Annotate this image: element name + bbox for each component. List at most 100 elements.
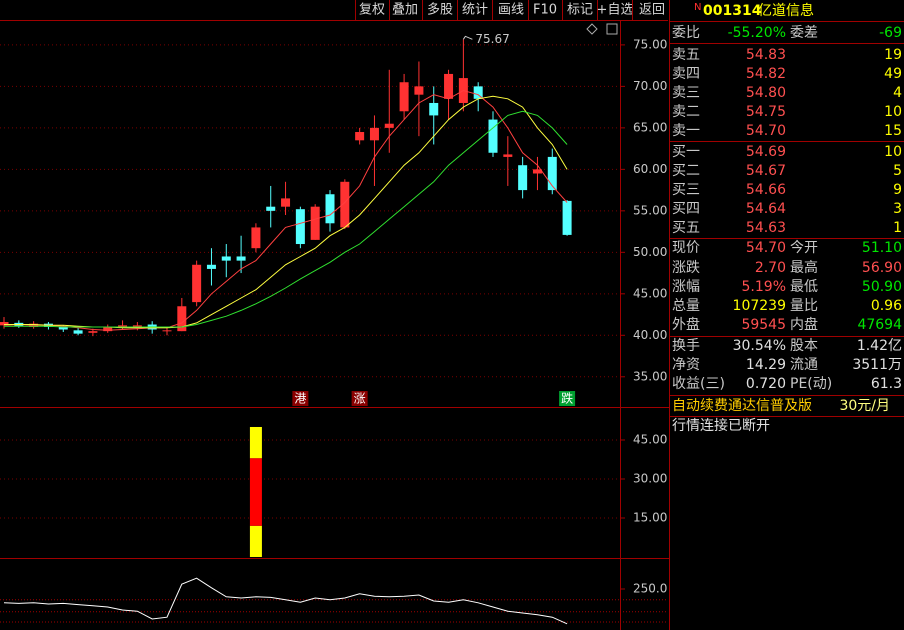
candle-body — [325, 194, 335, 224]
order-price: 54.75 — [746, 104, 786, 120]
candle-body — [384, 123, 394, 128]
stat-value: 59545 — [741, 317, 786, 333]
candle-body — [295, 209, 305, 245]
stat-value: 61.3 — [871, 376, 902, 392]
stat-label: 净资 — [672, 357, 700, 373]
y-tick-label: 50.00 — [633, 245, 667, 259]
stat-value: 0.96 — [871, 298, 902, 314]
y-tick-label: 35.00 — [633, 369, 667, 383]
candle-body — [310, 206, 320, 240]
candle-body — [369, 127, 379, 141]
order-volume: 5 — [893, 163, 902, 179]
order-volume: 9 — [893, 182, 902, 198]
stat-value: 14.29 — [746, 357, 786, 373]
charts: 35.00 40.00 45.00 50.00 55.00 60.00 65.00 70.00… — [0, 32, 668, 625]
stat-label: 流通 — [790, 357, 818, 373]
order-level: 买一 — [672, 144, 700, 160]
toolbar-button[interactable]: 返回 — [639, 3, 665, 18]
stat-value: 50.90 — [862, 279, 902, 295]
candle-body — [532, 169, 542, 174]
stat-value: 2.70 — [755, 260, 786, 276]
candle-body — [547, 156, 557, 191]
stat-label: 股本 — [790, 338, 818, 354]
stat-label: PE(动) — [790, 376, 832, 392]
diamond-icon[interactable] — [586, 23, 598, 35]
candle-body — [266, 206, 276, 211]
y-tick-label: 75.00 — [633, 37, 667, 51]
signal-label: 跌 — [561, 391, 573, 406]
candle-body — [562, 200, 572, 235]
candle-body — [355, 132, 365, 141]
stat-value: 54.70 — [746, 240, 786, 256]
ratio-value: -55.20% — [728, 25, 786, 41]
order-price: 54.66 — [746, 182, 786, 198]
toolbar-button[interactable]: 多股 — [427, 2, 453, 18]
stat-label: 外盘 — [672, 316, 700, 333]
order-level: 买四 — [672, 201, 700, 217]
candle-body — [192, 264, 202, 303]
signal-label: 港 — [294, 392, 306, 406]
stat-value: 5.19% — [742, 279, 786, 295]
stat-label: 现价 — [672, 240, 700, 256]
candle-body — [177, 306, 187, 332]
candle-body — [429, 102, 439, 116]
stock-name: 亿道信息 — [758, 2, 814, 19]
candle-body — [236, 256, 246, 261]
order-volume: 15 — [884, 123, 902, 139]
annotation-pointer — [462, 35, 473, 40]
stat-label: 收益(三) — [672, 376, 725, 392]
candle-body — [399, 82, 409, 112]
toolbar-button[interactable]: 复权 — [359, 2, 385, 18]
stat-value: 51.10 — [862, 240, 902, 256]
order-volume: 3 — [893, 201, 902, 217]
toolbar-button[interactable]: 画线 — [498, 3, 524, 18]
candle-body — [414, 86, 424, 95]
promo-link[interactable]: 自动续费通达信普及版 — [672, 397, 812, 414]
stat-value: 3511万 — [852, 357, 902, 373]
order-volume: 19 — [884, 47, 902, 63]
candle-body — [340, 181, 350, 228]
stat-value: 47694 — [857, 317, 902, 333]
y-tick-label: 40.00 — [633, 328, 667, 342]
candle-body — [0, 322, 9, 326]
moving-average-line — [4, 110, 568, 328]
toolbar-button[interactable]: 统计 — [462, 3, 488, 18]
candle-body — [88, 331, 98, 333]
order-price: 54.82 — [746, 66, 786, 82]
connection-status: 行情连接已断开 — [672, 417, 770, 434]
toolbar-button[interactable]: 叠加 — [392, 3, 418, 18]
candle-body — [118, 325, 128, 328]
candle-body — [132, 325, 142, 328]
toolbar-button[interactable]: F10 — [533, 3, 557, 18]
stat-label: 总量 — [672, 298, 700, 314]
order-level: 买三 — [672, 182, 700, 198]
stat-label: 内盘 — [790, 316, 818, 333]
high-price-label: 75.67 — [475, 32, 509, 46]
candle-body — [221, 256, 231, 261]
order-level: 卖一 — [672, 123, 700, 139]
price-plan[interactable]: 30元/月 — [839, 398, 890, 414]
candle-body — [473, 86, 483, 99]
order-volume: 10 — [884, 104, 902, 120]
stat-value: 30.54% — [733, 338, 786, 354]
order-price: 54.69 — [746, 144, 786, 160]
stat-label: 涨跌 — [672, 260, 700, 276]
bar-segment — [249, 426, 262, 459]
toolbar-button[interactable]: 标记 — [567, 3, 593, 18]
signal-badge — [292, 391, 309, 406]
y-tick-label: 45.00 — [633, 432, 667, 446]
signal-label: 涨 — [354, 391, 366, 406]
toolbar-button[interactable]: +自选 — [597, 3, 634, 18]
bar-segment — [249, 525, 262, 557]
order-level: 买二 — [672, 163, 700, 179]
order-price: 54.64 — [746, 201, 786, 217]
candle-body — [58, 327, 68, 330]
candle-body — [518, 165, 528, 191]
order-level: 卖四 — [672, 66, 700, 82]
candle-body — [73, 330, 83, 334]
moving-average-line — [3, 89, 568, 331]
candle-body — [444, 73, 454, 99]
window-icon[interactable] — [606, 23, 618, 35]
